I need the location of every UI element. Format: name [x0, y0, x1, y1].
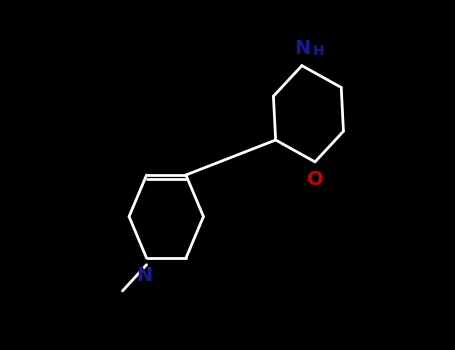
Text: H: H — [313, 44, 324, 58]
Text: N: N — [294, 39, 310, 58]
Text: O: O — [307, 170, 324, 189]
Text: N: N — [136, 266, 152, 285]
